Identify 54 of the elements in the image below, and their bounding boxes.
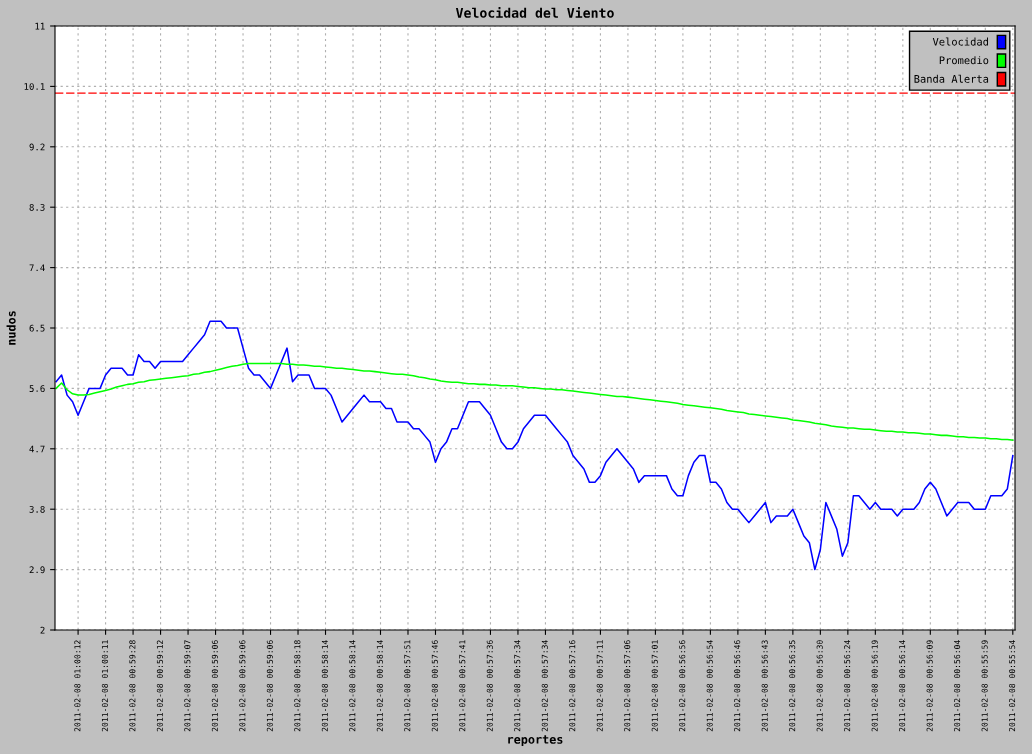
x-tick-label: 2011-02-08 00:59:06 <box>239 640 246 732</box>
x-tick-label: 2011-02-08 00:56:46 <box>734 640 741 732</box>
x-tick-label: 2011-02-08 00:58:14 <box>321 640 328 732</box>
y-axis-title: nudos <box>6 311 16 345</box>
x-tick-label: 2011-02-08 00:56:56 <box>679 640 686 732</box>
y-tick-label: 5.6 <box>29 385 45 392</box>
chart-title: Velocidad del Viento <box>455 6 614 18</box>
x-tick-label: 2011-02-08 00:57:51 <box>404 640 411 732</box>
x-tick-label: 2011-02-08 00:57:06 <box>624 640 631 732</box>
x-tick-label: 2011-02-08 00:56:35 <box>789 640 796 732</box>
x-tick-label: 2011-02-08 00:58:14 <box>376 640 383 732</box>
y-tick-label: 6.5 <box>29 324 45 332</box>
y-tick-label: 4.7 <box>29 445 45 453</box>
x-tick-label: 2011-02-08 00:56:14 <box>899 640 906 732</box>
x-axis-title: reportes <box>508 735 563 747</box>
line-series <box>55 320 1014 571</box>
legend-label: Banda Alerta <box>914 74 989 83</box>
x-tick-label: 2011-02-08 00:57:01 <box>651 640 658 732</box>
y-tick-label: 11 <box>35 22 45 30</box>
x-tick-label: 2011-02-08 00:57:16 <box>569 640 576 732</box>
x-tick-label: 2011-02-08 00:57:41 <box>459 640 466 732</box>
x-tick-label: 2011-02-08 00:59:06 <box>266 640 273 732</box>
legend-label: Promedio <box>939 56 989 65</box>
x-tick-label: 2011-02-08 00:55:59 <box>981 640 988 732</box>
x-tick-label: 2011-02-08 01:00:12 <box>74 640 81 732</box>
y-tick-label: 7.4 <box>29 264 45 272</box>
x-tick-label: 2011-02-08 00:58:18 <box>294 640 301 732</box>
x-tick-label: 2011-02-08 00:56:19 <box>871 640 878 732</box>
x-tick-label: 2011-02-08 00:59:06 <box>211 640 218 732</box>
y-tick-label: 2.9 <box>29 566 45 574</box>
x-tick-label: 2011-02-08 00:55:54 <box>1009 640 1016 732</box>
x-tick-label: 2011-02-08 00:56:09 <box>926 640 933 732</box>
y-tick-label: 9.2 <box>29 143 45 151</box>
x-tick-label: 2011-02-08 00:56:30 <box>816 640 823 732</box>
x-tick-label: 2011-02-08 00:58:14 <box>349 640 356 732</box>
y-tick-label: 3.8 <box>29 505 45 513</box>
x-tick-label: 2011-02-08 00:57:11 <box>596 640 603 732</box>
x-tick-label: 2011-02-08 00:56:04 <box>954 640 961 732</box>
x-tick-label: 2011-02-08 00:56:43 <box>761 640 768 732</box>
x-tick-label: 2011-02-08 00:59:07 <box>184 640 191 732</box>
x-tick-label: 2011-02-08 00:59:12 <box>156 640 163 732</box>
x-tick-label: 2011-02-08 00:57:36 <box>486 640 493 732</box>
x-tick-label: 2011-02-08 00:56:24 <box>844 640 851 732</box>
y-tick-label: 8.3 <box>29 203 45 211</box>
x-tick-label: 2011-02-08 00:57:34 <box>514 640 521 732</box>
line-series <box>55 362 1014 441</box>
y-tick-label: 2 <box>40 626 45 634</box>
x-tick-label: 2011-02-08 00:57:34 <box>541 640 548 732</box>
x-tick-label: 2011-02-08 01:00:11 <box>101 640 108 732</box>
x-tick-label: 2011-02-08 00:59:28 <box>129 640 136 732</box>
legend-label: Velocidad <box>932 37 988 46</box>
x-tick-label: 2011-02-08 00:56:54 <box>706 640 713 732</box>
y-tick-label: 10.1 <box>24 83 45 90</box>
x-tick-label: 2011-02-08 00:57:46 <box>431 640 438 732</box>
